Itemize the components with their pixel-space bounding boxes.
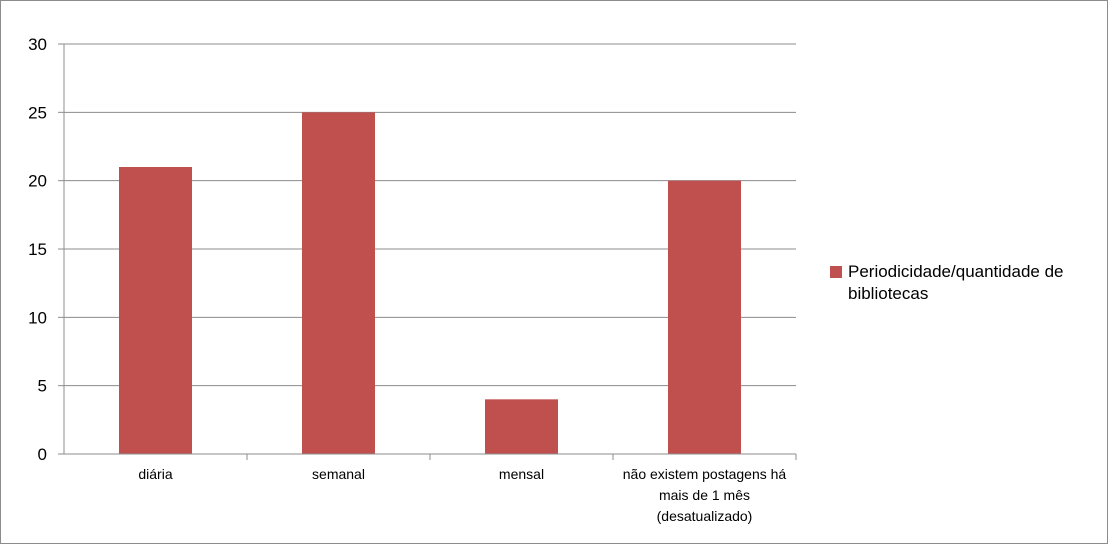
bar [302,112,375,454]
x-category-label: não existem postagens há mais de 1 mês (de… [623,466,787,524]
x-category-label: diária [138,466,172,482]
y-tick-label: 15 [28,240,47,259]
y-tick-label: 20 [28,172,47,191]
legend: Periodicidade/quantidade de bibliotecas [830,261,1100,305]
bar [668,180,741,454]
y-tick-label: 0 [38,445,47,464]
y-tick-label: 10 [28,308,47,327]
legend-swatch [830,266,842,278]
bar [485,399,558,454]
y-tick-label: 25 [28,103,47,122]
y-tick-label: 30 [28,35,47,54]
bar [119,167,192,454]
y-tick-label: 5 [38,377,47,396]
legend-label: Periodicidade/quantidade de bibliotecas [848,262,1064,303]
x-category-label: mensal [499,466,544,482]
x-category-label: semanal [312,466,365,482]
